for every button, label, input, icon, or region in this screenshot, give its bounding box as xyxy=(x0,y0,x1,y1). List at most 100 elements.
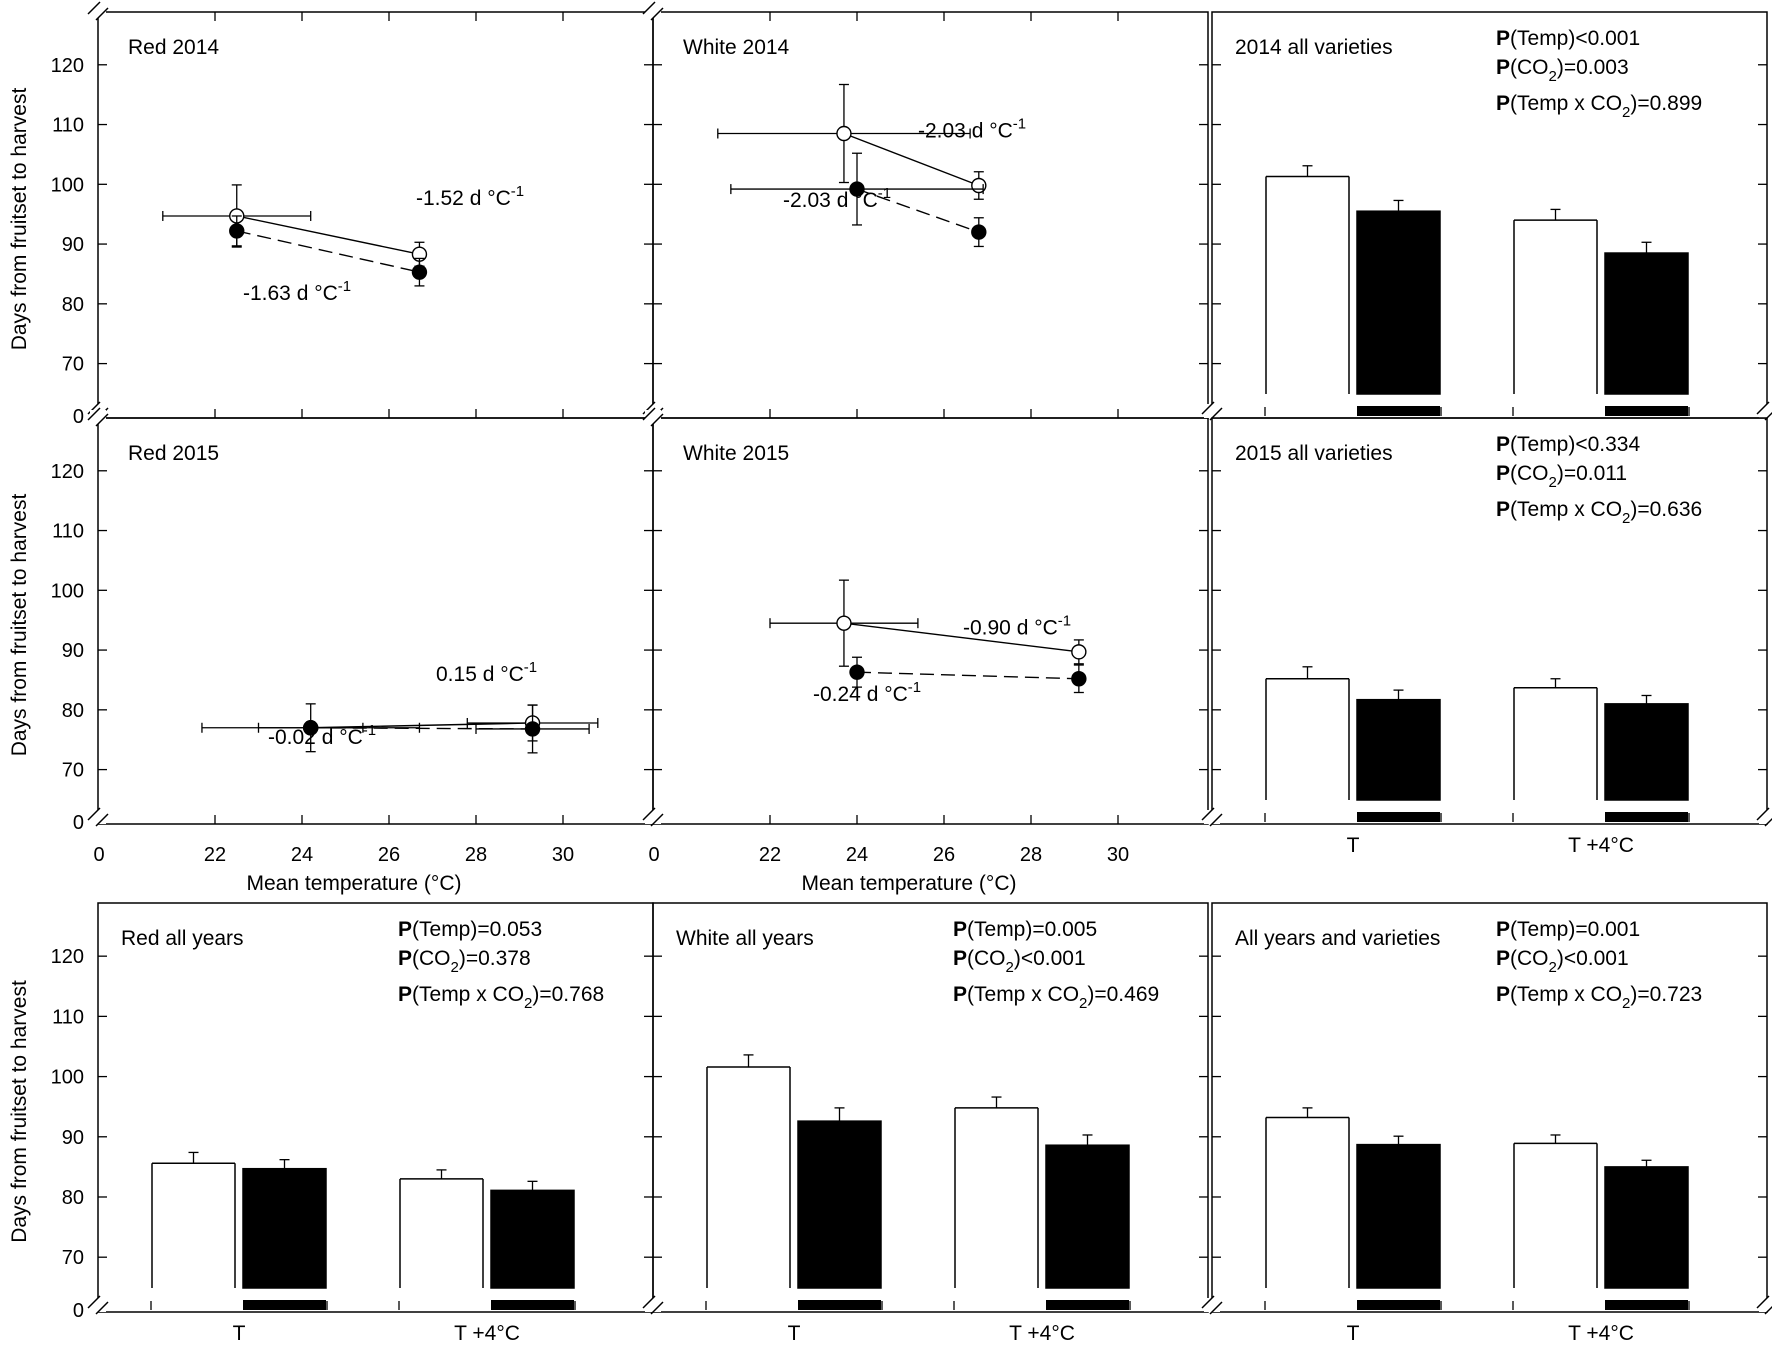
bar-panel: P(Temp)=0.053 P(CO2)=0.378 P(Temp x CO2)=0… xyxy=(150,918,604,1310)
axis-break-slash xyxy=(1209,813,1223,827)
axis-break-gap xyxy=(1204,404,1220,418)
axis-break-slash xyxy=(642,407,656,421)
category-label: T xyxy=(233,1322,246,1345)
slope-label: -0.02 d °C-1 xyxy=(268,722,376,749)
bar-open xyxy=(1266,678,1349,800)
x-axis-title: Mean temperature (°C) xyxy=(247,872,462,895)
y-tick-label: 80 xyxy=(62,700,84,722)
bar-filled xyxy=(797,1120,882,1289)
data-point-open xyxy=(836,615,852,631)
series-line-filled xyxy=(236,230,420,273)
data-point-filled xyxy=(411,264,428,280)
p-value-label: P(Temp x CO2)=0.636 xyxy=(1496,498,1702,527)
scatter-panel: -1.52 d °C-1 -1.63 d °C-1 xyxy=(162,183,524,305)
x-tick-label: 28 xyxy=(1020,844,1042,866)
x-tick-label: 24 xyxy=(846,844,868,866)
bar-filled xyxy=(1356,210,1441,395)
axis-break-slash xyxy=(95,813,109,827)
bar-panel: P(Temp)=0.005 P(CO2)<0.001 P(Temp x CO2)=0… xyxy=(705,918,1159,1310)
scatter-panel: -2.03 d °C-1 -2.03 d °C-1 xyxy=(717,83,1026,248)
bar-open xyxy=(1266,1117,1349,1288)
bar-open xyxy=(152,1163,235,1288)
y-axis-title: Days from fruitset to harvest xyxy=(8,980,31,1243)
axis-break-slash xyxy=(642,1,656,15)
y-tick-label: 120 xyxy=(51,946,84,968)
x-tick-label: 22 xyxy=(204,844,226,866)
y-tick-label: 110 xyxy=(52,115,84,137)
bar-open xyxy=(1514,220,1597,394)
panel-title: Red 2014 xyxy=(128,36,219,59)
data-point-filled xyxy=(524,721,541,737)
y-tick-label: 80 xyxy=(62,294,84,316)
category-label: T +4°C xyxy=(1009,1322,1075,1345)
axis-break-slash xyxy=(1201,1295,1215,1309)
bar-panel-frame xyxy=(1211,902,1768,1313)
panel-title: White 2015 xyxy=(683,442,789,465)
axis-break-slash xyxy=(87,1295,101,1309)
category-label: T +4°C xyxy=(1568,834,1634,857)
slope-label: -0.90 d °C-1 xyxy=(963,613,1071,640)
y-tick-label: 90 xyxy=(62,640,84,662)
bar-filled-base xyxy=(491,1300,574,1310)
axis-break-gap xyxy=(90,1298,106,1312)
axis-break-slash xyxy=(87,407,101,421)
p-value-label: P(Temp)=0.053 xyxy=(398,918,542,941)
p-value-label: P(Temp x CO2)=0.469 xyxy=(953,983,1159,1012)
p-value-label: P(CO2)=0.378 xyxy=(398,947,531,976)
p-value-label: P(CO2)<0.001 xyxy=(1496,947,1629,976)
slope-label: 0.15 d °C-1 xyxy=(436,659,537,686)
axis-break-gap xyxy=(1204,810,1220,824)
y-tick-label: 120 xyxy=(51,55,84,77)
series-line-filled xyxy=(856,671,1079,680)
axis-break-slash xyxy=(1756,807,1770,821)
y-tick-label: 90 xyxy=(62,234,84,256)
y-tick-label: 80 xyxy=(62,1187,84,1209)
data-point-open xyxy=(1071,644,1087,660)
axis-break-slash xyxy=(1201,401,1215,415)
axis-break-slash xyxy=(650,413,664,427)
series-line-open xyxy=(843,622,1079,653)
slope-label: -1.63 d °C-1 xyxy=(243,278,351,305)
bar-filled-base xyxy=(1357,812,1440,822)
bar-open xyxy=(707,1066,790,1288)
x-tick-label: 22 xyxy=(759,844,781,866)
panel-title: Red 2015 xyxy=(128,442,219,465)
axis-break-slash xyxy=(642,1295,656,1309)
panel-title: All years and varieties xyxy=(1235,927,1440,950)
axis-break-slash xyxy=(95,1301,109,1315)
p-value-label: P(Temp)=0.005 xyxy=(953,918,1097,941)
series-line-open xyxy=(843,132,980,187)
axis-break-slash xyxy=(1764,1305,1772,1315)
p-value-label: P(Temp x CO2)=0.768 xyxy=(398,983,604,1012)
x-axis-title: Mean temperature (°C) xyxy=(802,872,1017,895)
category-label: T xyxy=(1347,1322,1360,1345)
axis-break-slash xyxy=(1201,807,1215,821)
scatter-panel-frame xyxy=(97,11,654,419)
axis-break-slash xyxy=(642,807,656,821)
scatter-panel: 0.15 d °C-1 -0.02 d °C-1 xyxy=(201,659,599,754)
axis-break-slash xyxy=(1756,401,1770,415)
p-value-label: P(Temp x CO2)=0.899 xyxy=(1496,92,1702,121)
data-point-filled xyxy=(1071,671,1087,687)
bar-filled xyxy=(1604,703,1689,801)
axis-break-slash xyxy=(95,413,109,427)
y-tick-label: 70 xyxy=(62,760,84,782)
axis-break-gap xyxy=(90,810,106,824)
y-tick-label: 70 xyxy=(62,1247,84,1269)
y-tick-label: 70 xyxy=(62,354,84,376)
y-tick-label: 0 xyxy=(73,406,84,428)
category-label: T xyxy=(1347,834,1360,857)
axis-break-gap xyxy=(90,410,106,424)
axis-break-slash xyxy=(87,1,101,15)
x-tick-label: 30 xyxy=(1107,844,1129,866)
bar-panel-frame xyxy=(652,902,1209,1313)
bar-filled xyxy=(1604,252,1689,395)
bar-filled-base xyxy=(1605,1300,1688,1310)
bar-panel: P(Temp)<0.334 P(CO2)=0.011 P(Temp x CO2)=0… xyxy=(1264,433,1702,822)
series-line-open xyxy=(310,722,533,729)
bar-filled-base xyxy=(1046,1300,1129,1310)
panel-title: White all years xyxy=(676,927,814,950)
axis-break-gap xyxy=(645,4,661,18)
axis-break-slash xyxy=(650,813,664,827)
